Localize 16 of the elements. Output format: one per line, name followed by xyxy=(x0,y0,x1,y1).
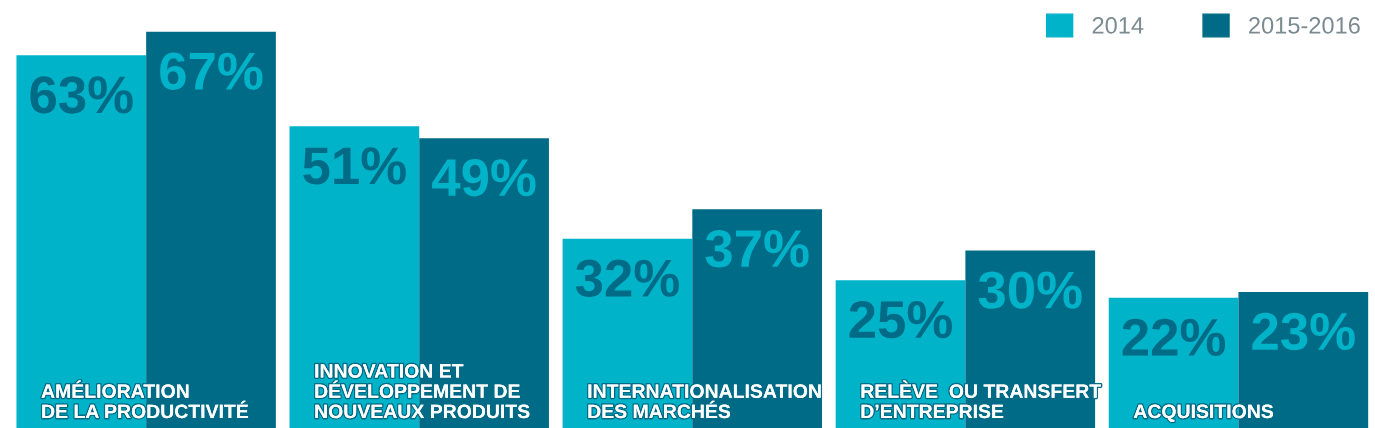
x-tick-label: INTERNATIONALISATION DES MARCHÉS xyxy=(588,384,821,419)
data-label: 51% xyxy=(303,147,406,185)
x-tick-label: AMÉLIORATION DE LA PRODUCTIVITÉ xyxy=(41,380,249,419)
legend-label: 2015-2016 xyxy=(1249,17,1360,34)
data-label: 22% xyxy=(1122,318,1226,356)
data-label: 63% xyxy=(30,76,133,114)
data-label: 67% xyxy=(160,52,263,90)
data-label: 23% xyxy=(1252,312,1355,351)
data-label: 30% xyxy=(978,271,1082,309)
legend-label: 2014 xyxy=(1092,17,1144,34)
x-tick-label: ACQUISITIONS xyxy=(1133,404,1274,422)
x-tick-label: INNOVATION ET DÉVELOPPEMENT DE NOUVEAUX PRODUITS xyxy=(315,363,530,419)
data-label: 49% xyxy=(432,159,536,197)
data-label: 32% xyxy=(575,259,679,298)
data-label: 25% xyxy=(849,300,952,339)
data-label: 37% xyxy=(705,229,809,268)
